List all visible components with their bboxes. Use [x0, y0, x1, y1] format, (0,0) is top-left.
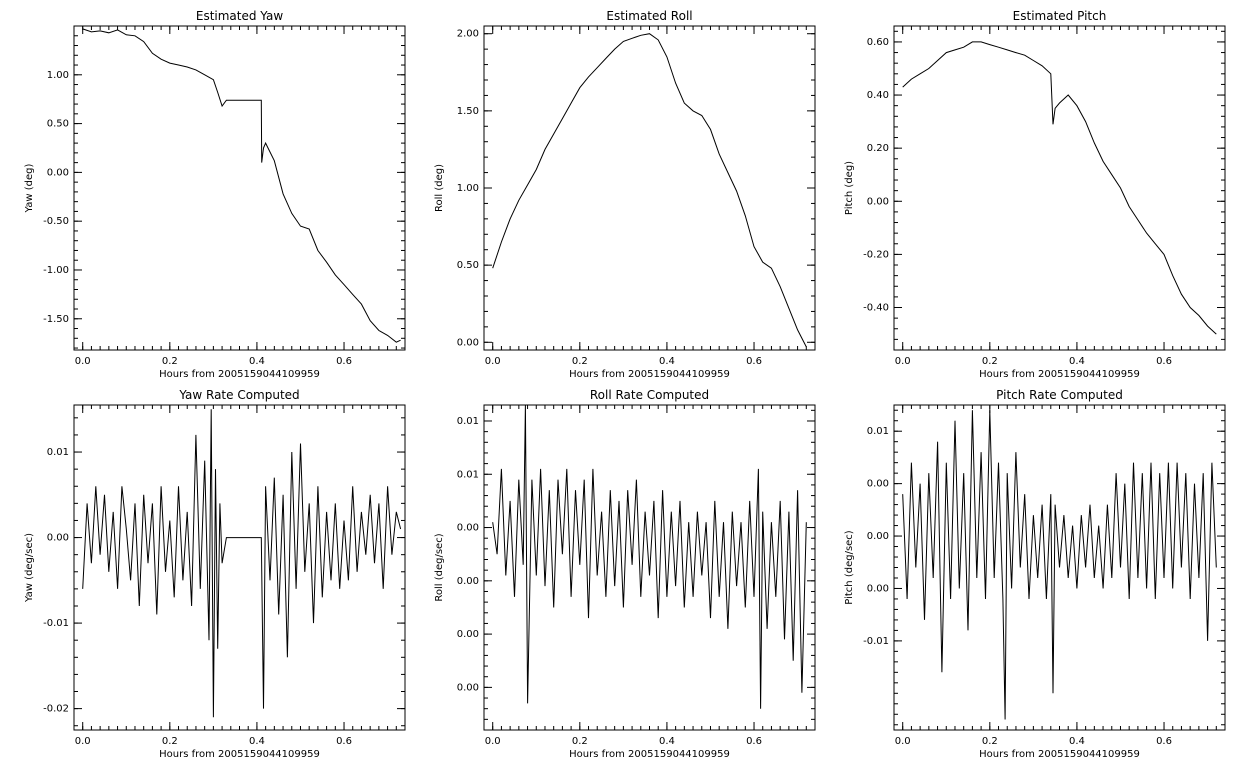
estimated-pitch-x-axis-label: Hours from 2005159044109959: [979, 369, 1140, 380]
roll-rate-computed-title: Roll Rate Computed: [590, 388, 709, 402]
estimated-yaw-x-axis-label: Hours from 2005159044109959: [159, 369, 320, 380]
estimated-yaw-y-tick-label: 0.00: [47, 167, 69, 178]
estimated-roll-y-axis-label: Roll (deg): [434, 164, 445, 212]
estimated-pitch-x-tick-label: 0.0: [895, 356, 911, 367]
yaw-rate-computed-x-axis-label: Hours from 2005159044109959: [159, 749, 320, 760]
pitch-rate-computed-y-axis-label: Pitch (deg/sec): [844, 530, 855, 605]
estimated-pitch-plot-frame: [893, 25, 1226, 351]
pitch-rate-computed-x-tick-label: 0.4: [1069, 736, 1085, 747]
yaw-rate-computed-y-tick-label: 0.01: [47, 447, 69, 458]
yaw-rate-computed-series-line: [82, 409, 402, 718]
estimated-roll-x-tick-label: 0.0: [485, 356, 501, 367]
estimated-yaw-title: Estimated Yaw: [196, 9, 283, 23]
pitch-rate-computed-x-tick-label: 0.6: [1156, 736, 1172, 747]
pitch-rate-computed-y-tick-label: 0.00: [867, 531, 889, 542]
estimated-yaw-x-tick-label: 0.4: [249, 356, 265, 367]
estimated-roll-plot-frame: [483, 25, 816, 351]
roll-rate-computed-x-tick-label: 0.6: [746, 736, 762, 747]
estimated-pitch-y-tick-label: -0.40: [863, 303, 889, 314]
estimated-roll-y-tick-label: 2.00: [457, 29, 479, 40]
estimated-yaw-x-tick-label: 0.0: [75, 356, 91, 367]
estimated-yaw-y-tick-label: 1.00: [47, 70, 69, 81]
pitch-rate-computed-x-axis-label: Hours from 2005159044109959: [979, 749, 1140, 760]
estimated-pitch-y-tick-label: 0.20: [867, 143, 889, 154]
estimated-pitch-y-axis-label: Pitch (deg): [844, 161, 855, 215]
estimated-yaw-y-tick-label: 0.50: [47, 119, 69, 130]
roll-rate-computed-y-tick-label: 0.00: [457, 682, 479, 693]
estimated-pitch-y-tick-label: 0.00: [867, 196, 889, 207]
yaw-rate-computed-y-tick-label: -0.01: [43, 618, 69, 629]
pitch-rate-computed-y-tick-label: 0.00: [867, 479, 889, 490]
estimated-pitch-x-tick-label: 0.2: [982, 356, 998, 367]
roll-rate-computed-y-tick-label: 0.01: [457, 469, 479, 480]
yaw-rate-computed-x-tick-label: 0.6: [336, 736, 352, 747]
estimated-pitch-panel: Estimated Pitch Hours from 20051590441099…: [844, 9, 1226, 380]
yaw-rate-computed-plot-frame: [73, 404, 406, 731]
roll-rate-computed-panel: Roll Rate Computed Hours from 20051590441…: [434, 388, 816, 760]
roll-rate-computed-x-tick-label: 0.4: [659, 736, 675, 747]
estimated-yaw-panel: Estimated Yaw Hours from 2005159044109959…: [24, 9, 406, 380]
yaw-rate-computed-y-axis-label: Yaw (deg/sec): [24, 533, 35, 603]
yaw-rate-computed-y-tick-label: 0.00: [47, 533, 69, 544]
estimated-roll-y-tick-label: 1.00: [457, 183, 479, 194]
estimated-roll-panel: Estimated Roll Hours from 200515904410995…: [434, 9, 816, 380]
estimated-pitch-x-tick-label: 0.6: [1156, 356, 1172, 367]
yaw-rate-computed-x-tick-label: 0.0: [75, 736, 91, 747]
pitch-rate-computed-title: Pitch Rate Computed: [996, 388, 1123, 402]
roll-rate-computed-y-tick-label: 0.00: [457, 576, 479, 587]
estimated-roll-y-tick-label: 0.00: [457, 337, 479, 348]
estimated-roll-x-tick-label: 0.4: [659, 356, 675, 367]
estimated-yaw-y-axis-label: Yaw (deg): [24, 163, 35, 213]
roll-rate-computed-y-tick-label: 0.01: [457, 416, 479, 427]
estimated-roll-y-tick-label: 0.50: [457, 260, 479, 271]
estimated-yaw-y-tick-label: -1.00: [43, 265, 69, 276]
yaw-rate-computed-x-tick-label: 0.4: [249, 736, 265, 747]
estimated-roll-title: Estimated Roll: [606, 9, 692, 23]
estimated-pitch-y-tick-label: -0.20: [863, 249, 889, 260]
roll-rate-computed-series-line: [492, 404, 807, 709]
yaw-rate-computed-panel: Yaw Rate Computed Hours from 200515904410…: [24, 388, 406, 760]
estimated-roll-x-tick-label: 0.2: [572, 356, 588, 367]
roll-rate-computed-y-tick-label: 0.00: [457, 629, 479, 640]
estimated-roll-x-tick-label: 0.6: [746, 356, 762, 367]
roll-rate-computed-y-tick-label: 0.00: [457, 523, 479, 534]
estimated-yaw-x-tick-label: 0.6: [336, 356, 352, 367]
estimated-yaw-x-tick-label: 0.2: [162, 356, 178, 367]
roll-rate-computed-x-tick-label: 0.2: [572, 736, 588, 747]
pitch-rate-computed-x-tick-label: 0.0: [895, 736, 911, 747]
estimated-pitch-title: Estimated Pitch: [1013, 9, 1107, 23]
pitch-rate-computed-panel: Pitch Rate Computed Hours from 2005159044…: [844, 388, 1226, 760]
yaw-rate-computed-x-tick-label: 0.2: [162, 736, 178, 747]
roll-rate-computed-x-tick-label: 0.0: [485, 736, 501, 747]
estimated-pitch-series-line: [902, 41, 1217, 335]
pitch-rate-computed-y-tick-label: 0.01: [867, 426, 889, 437]
estimated-pitch-y-tick-label: 0.60: [867, 37, 889, 48]
pitch-rate-computed-x-tick-label: 0.2: [982, 736, 998, 747]
estimated-yaw-plot-frame: [73, 25, 406, 351]
roll-rate-computed-y-axis-label: Roll (deg/sec): [434, 533, 445, 601]
estimated-roll-y-tick-label: 1.50: [457, 106, 479, 117]
pitch-rate-computed-y-tick-label: -0.01: [863, 636, 889, 647]
estimated-roll-x-axis-label: Hours from 2005159044109959: [569, 369, 730, 380]
estimated-pitch-x-tick-label: 0.4: [1069, 356, 1085, 367]
estimated-roll-series-line: [492, 33, 807, 348]
yaw-rate-computed-y-tick-label: -0.02: [43, 704, 69, 715]
pitch-rate-computed-y-tick-label: 0.00: [867, 583, 889, 594]
estimated-yaw-y-tick-label: -1.50: [43, 314, 69, 325]
estimated-yaw-series-line: [82, 28, 401, 343]
estimated-pitch-y-tick-label: 0.40: [867, 90, 889, 101]
estimated-yaw-y-tick-label: -0.50: [43, 216, 69, 227]
roll-rate-computed-x-axis-label: Hours from 2005159044109959: [569, 749, 730, 760]
yaw-rate-computed-title: Yaw Rate Computed: [178, 388, 299, 402]
pitch-rate-computed-series-line: [902, 410, 1217, 720]
